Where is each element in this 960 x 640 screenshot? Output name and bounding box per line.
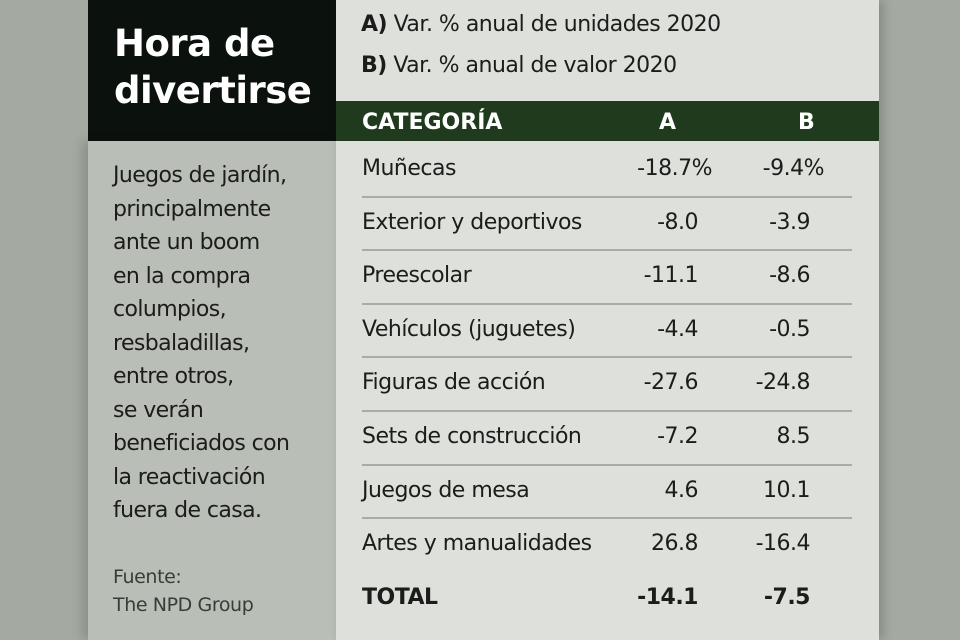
legend-key: B) — [361, 53, 387, 78]
value-a-cell: -4.4 — [657, 316, 698, 342]
legend-b: B) Var. % anual de valor 2020 — [361, 53, 677, 78]
table-header: CATEGORÍA A B — [336, 101, 879, 141]
legend-text: Var. % anual de unidades 2020 — [393, 12, 722, 37]
source-note: Fuente: The NPD Group — [113, 566, 254, 616]
table-row: Exterior y deportivos -8.0 -3.9 — [362, 198, 852, 252]
infographic-title: Hora de divertirse — [88, 0, 336, 141]
table-row: Preescolar -11.1 -8.6 — [362, 251, 852, 305]
value-b-cell: -8.6 — [769, 263, 810, 289]
value-b-cell: -7.5 — [763, 584, 811, 610]
value-a-cell: -11.1 — [643, 263, 699, 289]
value-b-cell: -16.4 — [755, 531, 811, 557]
category-cell: Exterior y deportivos — [362, 209, 582, 235]
category-cell: Juegos de mesa — [362, 477, 530, 503]
total-row: TOTAL -14.1 -7.5 — [362, 573, 852, 627]
table-row: Juegos de mesa 4.6 10.1 — [362, 466, 852, 520]
value-a-cell: -18.7% — [637, 156, 712, 181]
side-panel: Juegos de jardín, principalmente ante un… — [88, 141, 336, 640]
legend-text: Var. % anual de valor 2020 — [393, 53, 677, 78]
legend-a: A) Var. % anual de unidades 2020 — [361, 12, 721, 37]
table-row: Muñecas -18.7% -9.4% — [362, 144, 852, 198]
header-a: A — [659, 110, 677, 135]
description: Juegos de jardín, principalmente ante un… — [113, 163, 290, 523]
value-b-cell: 10.1 — [763, 477, 810, 503]
title-text: Hora de divertirse — [114, 22, 312, 112]
table-row: Artes y manualidades 26.8 -16.4 — [362, 519, 852, 573]
category-cell: Vehículos (juguetes) — [362, 316, 576, 342]
category-cell: Figuras de acción — [362, 370, 546, 396]
table-row: Figuras de acción -27.6 -24.8 — [362, 358, 852, 412]
value-b-cell: 8.5 — [776, 424, 811, 449]
category-cell: Sets de construcción — [362, 424, 582, 449]
header-category: CATEGORÍA — [362, 110, 503, 135]
value-b-cell: -3.9 — [769, 209, 810, 235]
value-b-cell: -0.5 — [769, 316, 810, 342]
value-a-cell: -14.1 — [637, 584, 698, 610]
header-b: B — [798, 110, 815, 135]
value-a-cell: 4.6 — [664, 477, 699, 503]
category-cell: Preescolar — [362, 263, 472, 289]
value-a-cell: -8.0 — [657, 209, 698, 235]
value-a-cell: 26.8 — [651, 531, 698, 557]
table-row: Sets de construcción -7.2 8.5 — [362, 412, 852, 466]
legend-key: A) — [361, 12, 388, 37]
category-cell: TOTAL — [362, 584, 438, 610]
value-b-cell: -9.4% — [762, 156, 825, 181]
value-a-cell: -7.2 — [657, 424, 698, 449]
table-row: Vehículos (juguetes) -4.4 -0.5 — [362, 305, 852, 359]
category-cell: Artes y manualidades — [362, 531, 592, 557]
category-cell: Muñecas — [362, 156, 456, 181]
table-panel: A) Var. % anual de unidades 2020 B) Var.… — [336, 0, 879, 640]
value-a-cell: -27.6 — [643, 370, 699, 396]
value-b-cell: -24.8 — [755, 370, 811, 396]
